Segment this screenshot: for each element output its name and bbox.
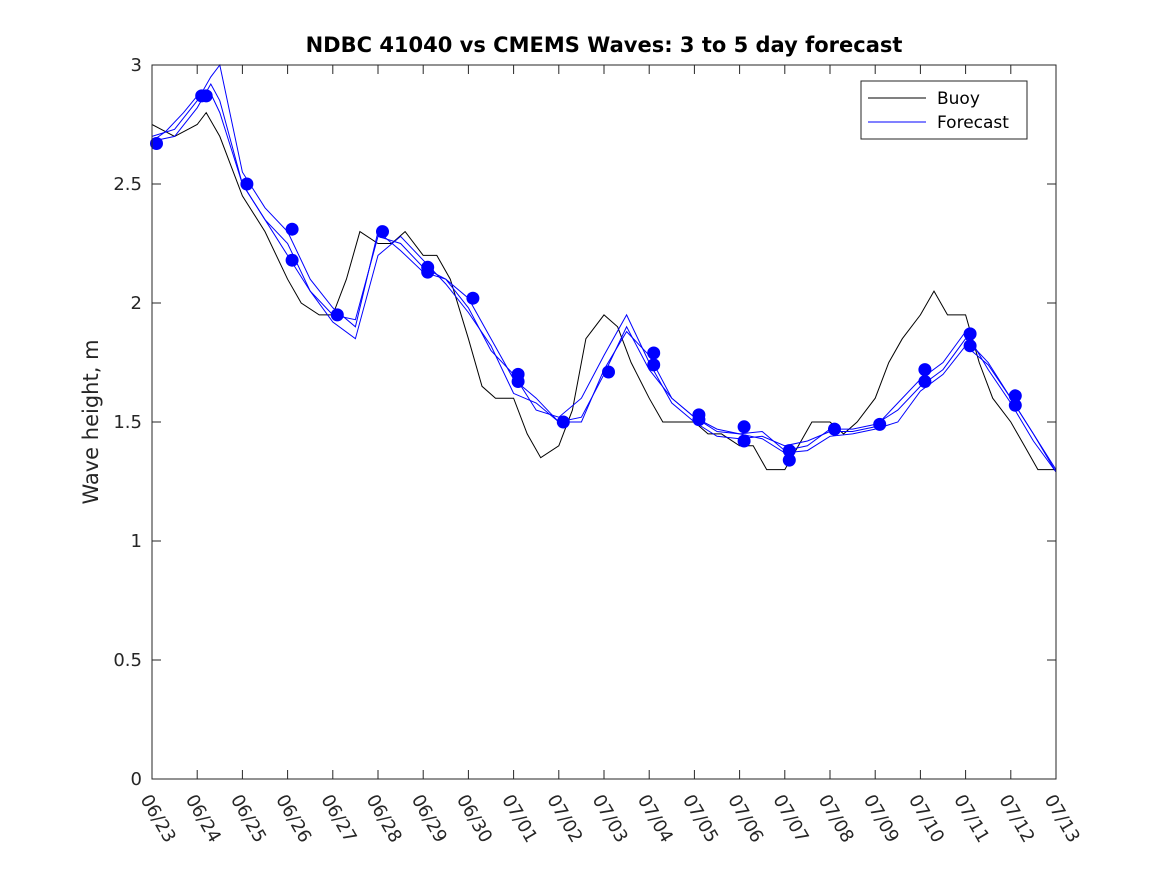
forecast-marker	[873, 417, 887, 431]
forecast-marker	[602, 365, 615, 379]
y-tick-label: 2	[131, 293, 142, 314]
y-axis-label: Wave height, m	[79, 339, 103, 504]
buoy-series-line	[151, 111, 1056, 471]
forecast-marker	[199, 89, 213, 103]
forecast-marker	[782, 444, 796, 458]
forecast-marker	[376, 225, 389, 239]
forecast-series-line-2	[151, 63, 1057, 473]
forecast-marker	[918, 375, 932, 388]
forecast-marker	[1008, 398, 1022, 412]
y-tick-label: 3	[131, 55, 142, 76]
forecast-marker	[285, 253, 299, 267]
forecast-marker	[511, 375, 525, 388]
forecast-marker	[782, 453, 796, 467]
y-tick-label: 1	[131, 531, 142, 552]
forecast-marker	[963, 339, 977, 353]
forecast-marker	[330, 308, 344, 322]
legend-label-forecast: Forecast	[937, 113, 1009, 133]
plot-area	[152, 65, 1056, 779]
forecast-marker	[1008, 389, 1022, 403]
forecast-marker	[963, 327, 977, 341]
forecast-marker	[692, 413, 706, 427]
forecast-series-line-3	[151, 82, 1057, 473]
forecast-marker	[918, 363, 932, 377]
forecast-marker	[150, 137, 163, 150]
y-tick-label: 2.5	[113, 174, 142, 195]
marker-layer	[150, 89, 1022, 467]
forecast-marker	[737, 420, 751, 434]
forecast-marker	[828, 422, 841, 436]
y-tick-label: 0	[131, 769, 142, 790]
y-tick-label: 1.5	[113, 412, 142, 433]
y-tick-label: 0.5	[113, 650, 142, 671]
forecast-marker	[737, 434, 751, 448]
forecast-marker	[466, 291, 480, 305]
legend-box	[860, 80, 1028, 140]
legend-label-buoy: Buoy	[937, 89, 980, 109]
forecast-marker	[556, 415, 570, 429]
chart-title: NDBC 41040 vs CMEMS Waves: 3 to 5 day fo…	[306, 33, 903, 57]
forecast-marker	[240, 177, 254, 191]
forecast-marker	[421, 265, 435, 279]
legend: Buoy Forecast	[860, 80, 1028, 140]
series-layer	[151, 63, 1057, 473]
forecast-marker	[647, 346, 661, 360]
forecast-marker	[285, 222, 299, 236]
forecast-marker	[647, 358, 661, 372]
